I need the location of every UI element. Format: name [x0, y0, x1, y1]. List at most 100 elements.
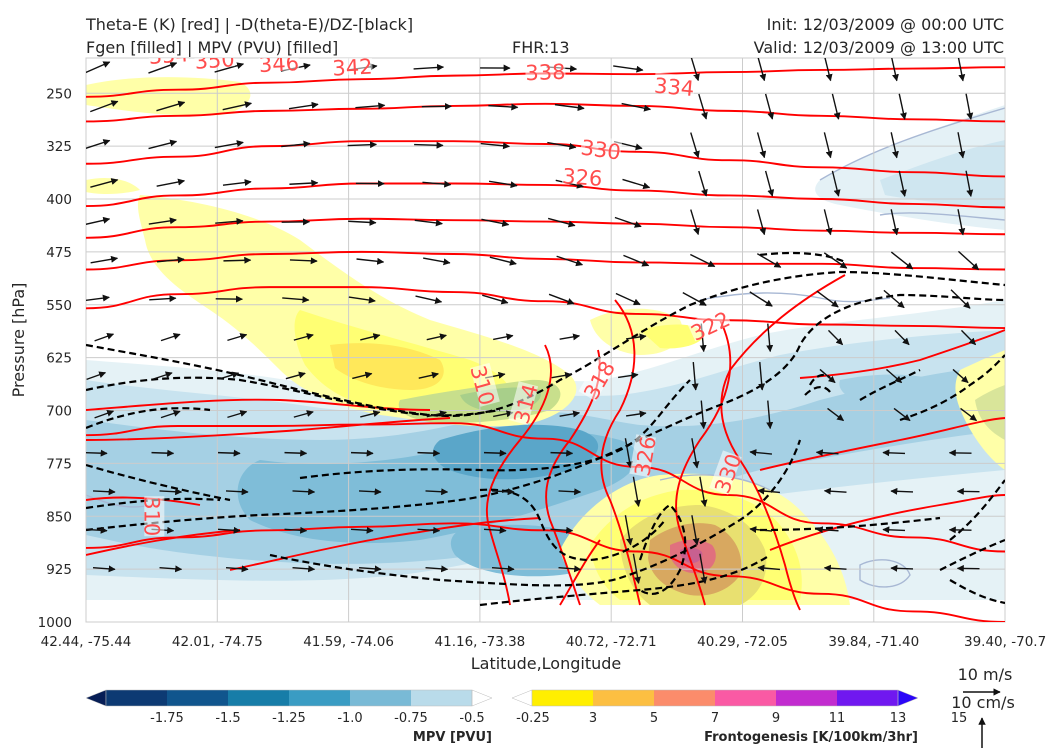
y-tick-label: 325: [46, 139, 72, 155]
wind-vector: [891, 58, 899, 82]
theta-e-label-bg: [147, 58, 190, 64]
theta-e-label-bg: [258, 58, 300, 73]
wind-vector: [415, 295, 443, 304]
wind-vector: [86, 216, 111, 225]
wind-vector: [898, 170, 907, 197]
wind-vector: [824, 58, 833, 82]
wind-vector: [823, 132, 833, 159]
wind-vector: [699, 476, 708, 507]
theta-e-label-bg: [709, 450, 742, 495]
wind-vector: [90, 100, 119, 113]
y-tick-label: 475: [46, 245, 72, 261]
wind-vector: [550, 449, 574, 457]
wind-vector: [816, 290, 839, 308]
wind-vector: [348, 296, 376, 304]
wind-vector: [827, 407, 845, 422]
theta-e-label-bg: [331, 58, 373, 76]
colorbar-tick: 15: [951, 711, 968, 726]
wind-vector: [148, 61, 178, 74]
mpv-outline-contours: [86, 107, 1005, 588]
wind-vector: [815, 449, 839, 457]
theta-e-contours-lower: [86, 274, 1005, 611]
wind-vector: [417, 449, 441, 457]
wind-vector: [749, 291, 773, 307]
wind-vector: [618, 372, 639, 379]
wind-vector: [758, 361, 766, 391]
theta-e-label-bg: [579, 134, 623, 160]
theta-e-line-1: [86, 102, 1005, 123]
theta-e-line-2: [86, 140, 1005, 178]
wind-vector: [284, 526, 308, 534]
wind-vector: [749, 526, 773, 534]
wind-vector: [488, 180, 518, 189]
wind-vector: [965, 93, 974, 120]
wind-vector: [413, 63, 445, 71]
wind-vector: [493, 333, 514, 341]
wind-vector: [86, 139, 111, 150]
wind-vector: [480, 142, 511, 150]
theta-e-label: 334: [653, 74, 695, 101]
wind-vector: [757, 58, 767, 82]
wind-vector: [950, 289, 971, 309]
theta-e-label: 310: [139, 496, 163, 536]
wind-vector: [94, 409, 115, 419]
wind-vector: [823, 209, 833, 236]
theta-e-label: 354: [148, 42, 190, 69]
wind-vector: [156, 100, 186, 112]
theta-e-line-5: [86, 250, 1005, 271]
theta-e-label-bg: [653, 72, 696, 97]
colorbar-segment: [776, 690, 838, 706]
wind-vector: [281, 140, 311, 148]
wind-vector: [481, 218, 510, 227]
dthetae-dz-dashed-contours: [86, 251, 1005, 607]
wind-vector: [960, 329, 977, 346]
wind-vector: [890, 132, 899, 159]
wind-vector: [149, 295, 177, 303]
wind-vector: [622, 178, 651, 190]
wind-vector: [957, 209, 966, 236]
colorbar-segment: [106, 690, 168, 706]
wind-vector: [756, 253, 782, 268]
wind-vector: [632, 553, 641, 584]
wind-vector: [883, 289, 905, 309]
y-tick-label: 850: [46, 509, 72, 525]
wind-vector: [225, 565, 249, 573]
theta-e-label-bg: [470, 362, 500, 407]
wind-vector: [682, 292, 707, 306]
wind-vector: [418, 371, 439, 379]
y-tick-label: 550: [46, 298, 72, 314]
colorbar-segment: [837, 690, 899, 706]
theta-e-label-bg: [561, 163, 604, 186]
wind-vector: [766, 323, 774, 353]
wind-vector: [414, 141, 444, 149]
wind-vector: [831, 170, 841, 197]
header-valid: Valid: 12/03/2009 @ 13:00 UTC: [754, 38, 1004, 57]
theta-e-label: 326: [561, 164, 603, 191]
wind-vector: [348, 218, 377, 226]
wind-vector: [92, 488, 116, 496]
wind-vector: [151, 449, 175, 457]
theta-e-label: 350: [194, 47, 236, 74]
wind-vector: [488, 103, 519, 111]
wind-vector: [699, 400, 707, 430]
wind-vector: [414, 219, 443, 227]
wind-vector: [890, 251, 914, 270]
y-tick-label: 625: [46, 351, 72, 367]
wind-vector: [691, 438, 700, 469]
wind-vector: [90, 178, 119, 188]
wind-vector: [358, 488, 382, 496]
fgen-colorbar: 3 5 7 9 11 13 15: [511, 689, 968, 726]
wind-vector: [613, 65, 644, 73]
colorbar-segment: [350, 690, 412, 706]
colorbar-tick: 11: [829, 711, 846, 726]
theta-e-line-3: [86, 182, 1005, 209]
wind-vector: [893, 407, 911, 422]
theta-e-label-bg: [686, 306, 732, 342]
header-title-line2: Fgen [filled] | MPV (PVU) [filled]: [86, 38, 338, 57]
wind-vector: [952, 368, 969, 384]
wind-vector: [159, 488, 183, 496]
wind-vector: [425, 565, 449, 573]
colorbar-frame: [105, 689, 473, 707]
y-axis-label: Pressure [hPa]: [9, 283, 28, 398]
y-tick-label: 775: [46, 456, 72, 472]
